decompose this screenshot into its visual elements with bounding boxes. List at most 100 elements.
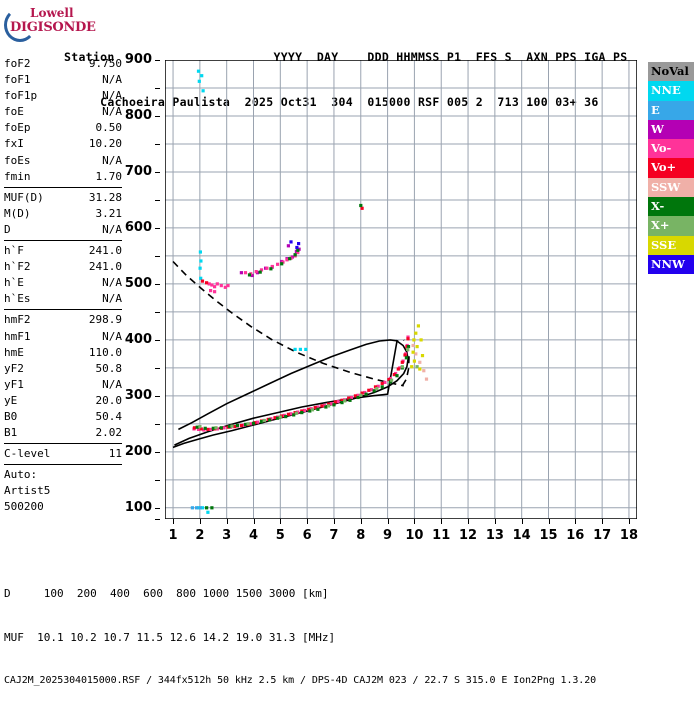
x-axis-tick — [280, 519, 282, 524]
legend-item-nnw[interactable]: NNW — [648, 254, 694, 275]
echo-point-nne — [198, 266, 202, 270]
legend-item-sse[interactable]: SSE — [648, 235, 694, 255]
legend-item-vominus[interactable]: Vo- — [648, 139, 694, 159]
param-row: h`F 241.0 — [4, 243, 122, 259]
echo-point-voplus — [333, 400, 337, 404]
x-axis-tick-label: 1 — [168, 528, 178, 543]
echo-point-nne — [298, 347, 302, 351]
x-axis-tick — [387, 519, 389, 524]
echo-point-nne — [206, 510, 210, 514]
param-value: 31.28 — [88, 190, 122, 204]
echo-point-xminus — [292, 413, 296, 417]
x-axis-tick-label: 9 — [383, 528, 393, 543]
logo-digisonde-text: DIGISONDE — [10, 20, 96, 35]
echo-point-vominus — [316, 405, 320, 409]
param-name: foF1 — [4, 73, 31, 87]
echo-point-xminus — [251, 421, 256, 425]
direction-legend[interactable]: NoVal NNE E W Vo- Vo+ SSW X- X+ SSE NNW — [648, 62, 694, 275]
echo-point-xplus — [406, 347, 410, 351]
echo-point-vominus — [255, 420, 260, 424]
echo-point-xminus — [235, 423, 239, 428]
echo-point-ssw — [414, 352, 418, 356]
echo-point-vominus — [219, 284, 223, 288]
param-row: MUF(D) 31.28 — [4, 190, 122, 206]
echo-point-xminus — [284, 415, 288, 419]
y-axis-tick — [155, 339, 160, 341]
legend-item-xminus[interactable]: X- — [648, 197, 694, 217]
echo-point-e — [190, 506, 194, 510]
echo-point-xminus — [227, 425, 231, 429]
param-row: yF2 50.8 — [4, 361, 122, 377]
y-axis-tick — [155, 395, 160, 397]
param-row: B0 50.4 — [4, 409, 122, 425]
echo-point-nnw — [295, 245, 299, 250]
legend-item-nne[interactable]: NNE — [648, 81, 694, 101]
param-name: foF1p — [4, 89, 38, 103]
x-axis-tick-label: 16 — [566, 528, 585, 543]
x-axis-tick — [173, 519, 175, 524]
x-axis-tick — [575, 519, 577, 524]
param-value: 20.0 — [95, 393, 123, 407]
param-name: B0 — [4, 409, 18, 423]
legend-item-e[interactable]: E — [648, 100, 694, 120]
echo-point-voplus — [360, 391, 364, 395]
param-name: h`Es — [4, 292, 31, 306]
ionogram-canvas[interactable] — [165, 60, 637, 519]
echo-point-vominus — [213, 285, 217, 289]
echo-point-xplus — [278, 415, 282, 419]
legend-item-ssw[interactable]: SSW — [648, 177, 694, 198]
echo-point-vominus — [356, 393, 360, 397]
echo-point-w — [250, 273, 254, 278]
legend-item-noval[interactable]: NoVal — [648, 62, 694, 82]
x-axis-tick — [521, 519, 523, 524]
param-value: 9.750 — [88, 57, 122, 70]
echo-point-vominus — [259, 268, 264, 272]
x-axis-tick — [253, 519, 255, 524]
echo-point-vominus — [215, 282, 219, 286]
echo-point-xminus — [296, 248, 300, 252]
echo-point-voplus — [406, 337, 410, 341]
echo-point-xminus — [243, 422, 248, 426]
x-axis: 1 2 3 4 5 6 7 8 9 10 11 12 13 14 15 16 17 18 — [140, 519, 660, 543]
y-axis-tick-label: 600 — [124, 219, 152, 235]
echo-point-voplus — [205, 281, 209, 285]
echo-point-voplus — [380, 381, 384, 386]
parameter-panel: foF2 9.750 foF1 N/A foF1p N/A foE N/A foEp 0.… — [4, 56, 122, 516]
echo-point-xminus — [388, 380, 392, 384]
echo-point-sse — [414, 331, 418, 335]
echo-point-nne — [200, 74, 204, 78]
x-axis-tick — [602, 519, 604, 524]
y-axis-tick-label: 200 — [124, 443, 152, 459]
footer-block: D 100 200 400 600 800 1000 1500 3000 [km… — [4, 558, 596, 703]
param-value: 2.02 — [95, 426, 123, 440]
param-row: C-level 11 — [4, 446, 122, 462]
param-name: fxI — [4, 137, 24, 151]
echo-point-vominus — [289, 412, 293, 416]
param-row: h`Es N/A — [4, 291, 122, 307]
echo-point-xplus — [214, 426, 218, 430]
param-row: fmin 1.70 — [4, 169, 122, 185]
param-value: N/A — [102, 292, 122, 306]
echo-point-xplus — [198, 425, 202, 429]
echo-point-xminus — [380, 385, 384, 389]
y-axis-tick-label: 700 — [124, 163, 152, 179]
echo-point-vominus — [270, 264, 274, 269]
echo-point-w — [286, 244, 290, 248]
legend-item-voplus[interactable]: Vo+ — [648, 158, 694, 178]
ionogram-plot[interactable] — [165, 60, 637, 519]
echo-point-ssw — [424, 377, 429, 381]
echo-point-vominus — [209, 289, 213, 293]
echo-point-xminus — [269, 267, 273, 271]
echo-point-xminus — [280, 262, 284, 266]
footer-distance-row: D 100 200 400 600 800 1000 1500 3000 [km… — [4, 587, 329, 600]
y-axis-tick-label: 800 — [124, 107, 152, 123]
echo-point-sse — [410, 365, 414, 369]
legend-item-w[interactable]: W — [648, 119, 694, 140]
legend-item-xplus[interactable]: X+ — [648, 216, 694, 236]
echo-point-vominus — [243, 271, 248, 275]
echo-point-voplus — [387, 378, 391, 382]
echo-point-voplus — [286, 412, 290, 416]
echo-point-e — [198, 506, 202, 510]
param-row: foE N/A — [4, 104, 122, 120]
auto-version-code: 500200 — [4, 500, 44, 514]
